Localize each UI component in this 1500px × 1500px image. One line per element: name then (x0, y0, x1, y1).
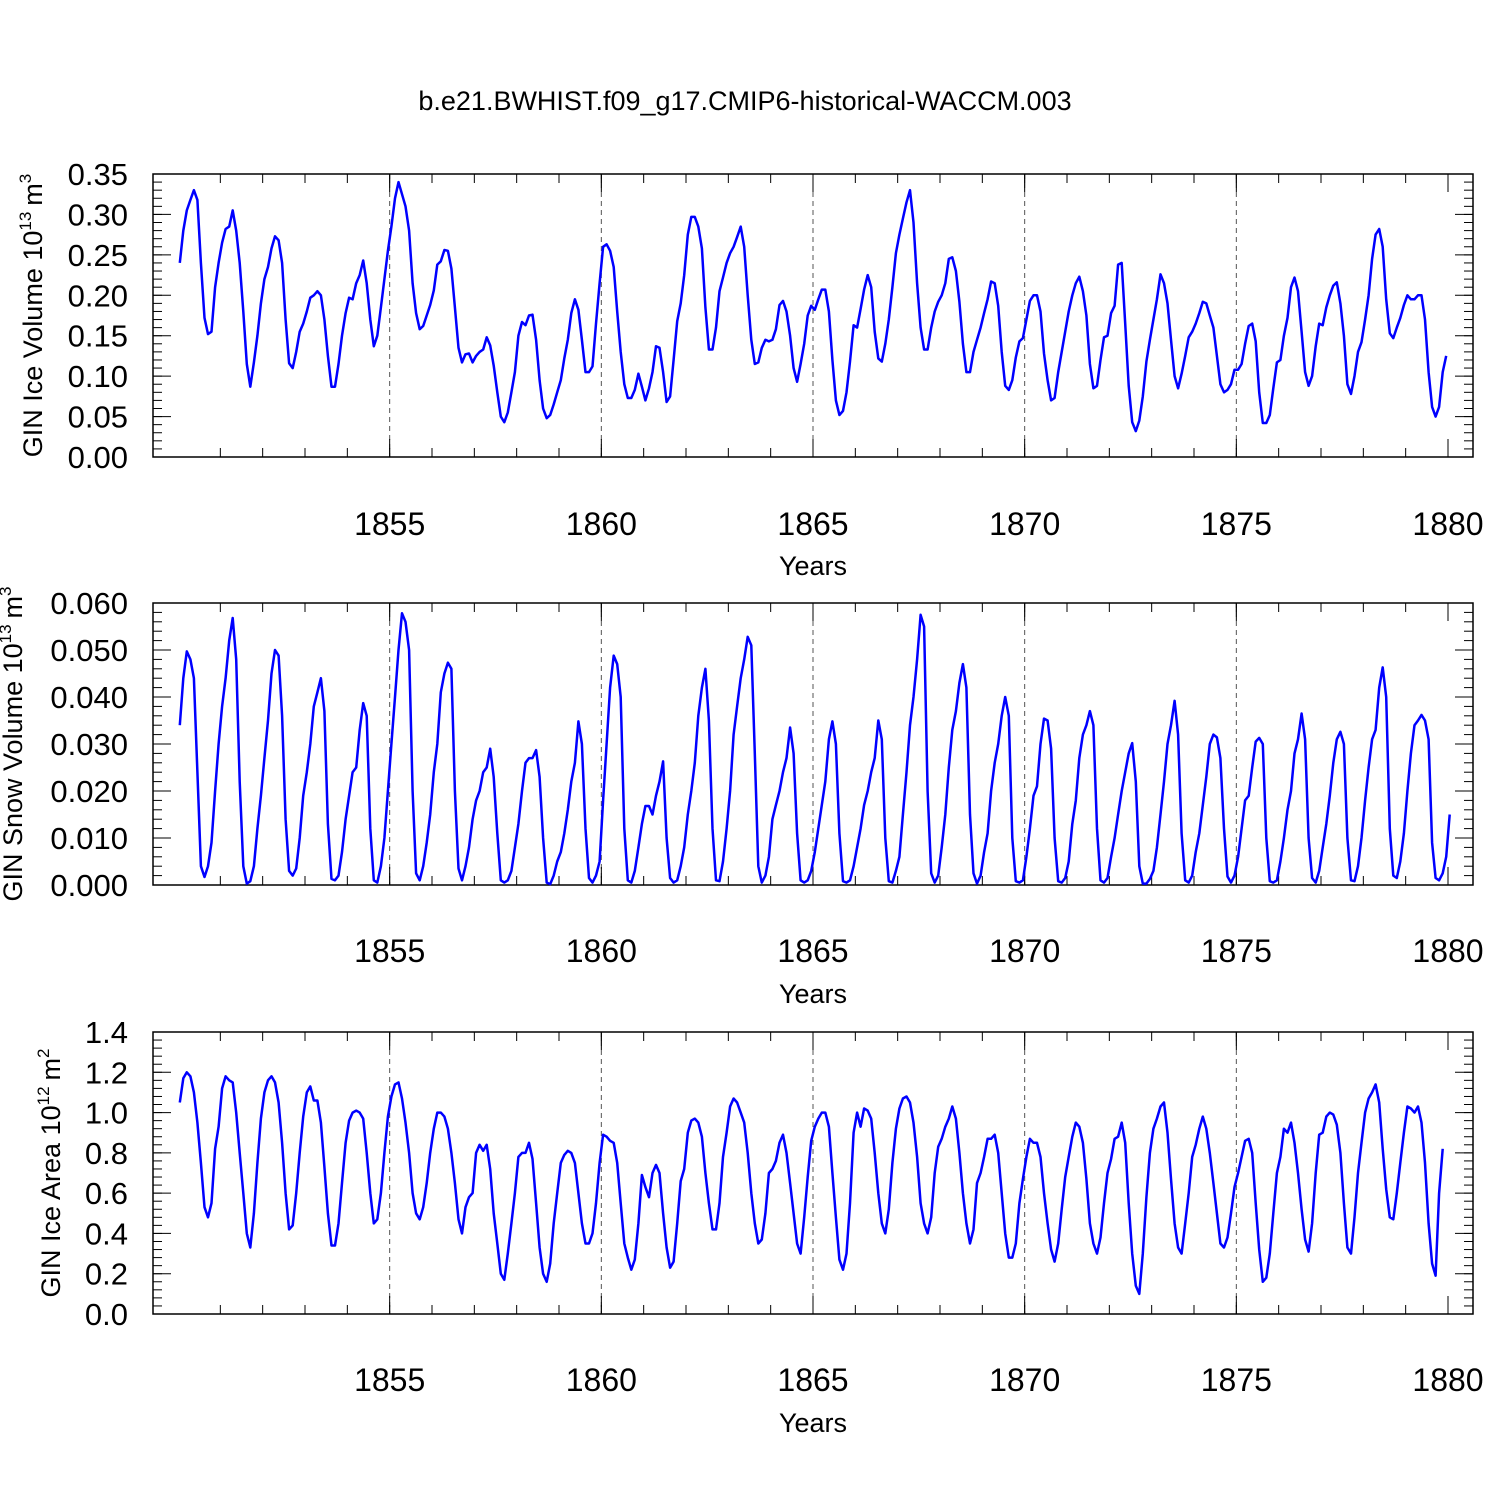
x-axis-label: Years (779, 1408, 847, 1438)
y-tick-label: 0.8 (85, 1136, 128, 1171)
y-tick-label: 0.20 (68, 278, 128, 313)
series-line-ice-volume (178, 180, 1448, 433)
y-tick-label: 0.10 (68, 359, 128, 394)
y-tick-label: 0.05 (68, 400, 128, 435)
y-axis-label-unit: m (0, 596, 28, 619)
x-tick-label: 1865 (777, 1362, 848, 1398)
y-axis-label: GIN Ice Area 1012 m2 (34, 1049, 66, 1298)
x-tick-label: 1855 (354, 506, 425, 542)
x-axis-label: Years (779, 551, 847, 581)
y-tick-label: 0.020 (50, 774, 128, 809)
series-line-ice-area (178, 1071, 1444, 1296)
y-tick-label: 0.30 (68, 197, 128, 232)
y-tick-label: 0.35 (68, 157, 128, 192)
chart-panel-ice-area: 0.0 0.2 0.4 0.6 0.8 1.0 1.2 1.4 1855 1860 1865 1870… (34, 1015, 1484, 1438)
plot-frame (152, 602, 1474, 886)
x-tick-label: 1865 (777, 506, 848, 542)
y-tick-label: 1.4 (85, 1015, 128, 1050)
y-axis-label-exponent: 13 (16, 212, 35, 231)
y-tick-label: 0.000 (50, 868, 128, 903)
plot-frame (152, 1031, 1474, 1315)
y-tick-label: 0.25 (68, 238, 128, 273)
x-tick-label: 1855 (354, 1362, 425, 1398)
y-axis-label-exponent: 13 (0, 624, 15, 643)
y-tick-label: 0.030 (50, 727, 128, 762)
x-tick-label: 1855 (354, 933, 425, 969)
x-tick-label: 1880 (1412, 506, 1483, 542)
y-axis-label-unit: m (36, 1058, 66, 1081)
y-tick-label: 0.060 (50, 586, 128, 621)
y-tick-label: 0.2 (85, 1257, 128, 1292)
y-tick-label: 0.010 (50, 821, 128, 856)
y-axis-label-main: GIN Snow Volume 10 (0, 643, 28, 901)
y-axis-label-exponent: 12 (34, 1086, 53, 1105)
x-tick-label: 1860 (566, 933, 637, 969)
y-axis-label-unit-exponent: 2 (34, 1049, 53, 1058)
y-axis-label-main: GIN Ice Volume 10 (18, 231, 48, 458)
y-axis-label-unit: m (18, 183, 48, 206)
y-axis-label-main: GIN Ice Area 10 (36, 1105, 66, 1297)
y-tick-label: 0.050 (50, 633, 128, 668)
y-tick-label: 0.4 (85, 1216, 128, 1251)
y-axis-label-unit-exponent: 3 (0, 586, 15, 595)
chart-panel-snow-volume: 0.000 0.010 0.020 0.030 0.040 0.050 0.060 1855 1… (0, 586, 1484, 1009)
x-tick-label: 1860 (566, 1362, 637, 1398)
y-tick-label: 1.0 (85, 1096, 128, 1131)
x-tick-label: 1870 (989, 933, 1060, 969)
y-tick-label: 0.040 (50, 680, 128, 715)
y-tick-label: 1.2 (85, 1055, 128, 1090)
y-axis-label: GIN Ice Volume 1013 m3 (16, 174, 48, 458)
y-axis-label: GIN Snow Volume 1013 m3 (0, 586, 28, 901)
x-tick-label: 1875 (1201, 933, 1272, 969)
y-tick-label: 0.0 (85, 1297, 128, 1332)
y-axis-label-unit-exponent: 3 (16, 174, 35, 183)
x-axis-label: Years (779, 979, 847, 1009)
plot-frame (152, 173, 1474, 458)
x-tick-label: 1875 (1201, 1362, 1272, 1398)
x-tick-label: 1865 (777, 933, 848, 969)
x-tick-label: 1870 (989, 506, 1060, 542)
series-line-snow-volume (178, 612, 1451, 886)
x-tick-label: 1875 (1201, 506, 1272, 542)
chart-title: b.e21.BWHIST.f09_g17.CMIP6-historical-WA… (418, 86, 1071, 116)
x-tick-label: 1880 (1412, 933, 1483, 969)
y-tick-label: 0.15 (68, 319, 128, 354)
y-tick-label: 0.00 (68, 440, 128, 475)
x-tick-label: 1870 (989, 1362, 1060, 1398)
x-tick-label: 1860 (566, 506, 637, 542)
y-tick-label: 0.6 (85, 1176, 128, 1211)
chart-panel-ice-volume: 0.00 0.05 0.10 0.15 0.20 0.25 0.30 0.35 1855 1860… (16, 157, 1484, 581)
x-tick-label: 1880 (1412, 1362, 1483, 1398)
